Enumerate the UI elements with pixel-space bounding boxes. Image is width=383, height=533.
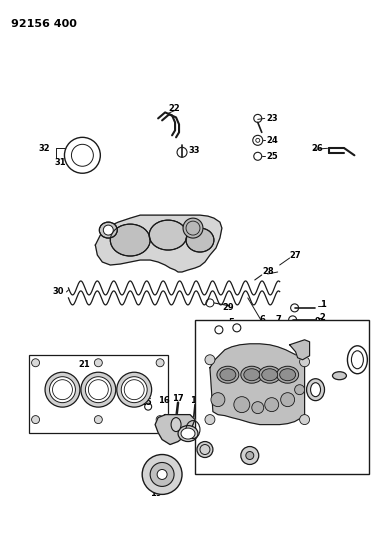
Circle shape [157, 470, 167, 480]
Text: 25: 25 [267, 152, 278, 161]
Text: 32: 32 [39, 144, 50, 153]
Circle shape [252, 402, 264, 414]
Ellipse shape [220, 369, 236, 381]
Text: 3: 3 [198, 370, 204, 379]
Text: 16: 16 [158, 396, 170, 405]
Text: 2: 2 [319, 313, 326, 322]
Ellipse shape [45, 372, 80, 407]
Ellipse shape [332, 372, 347, 379]
Polygon shape [95, 215, 222, 272]
Polygon shape [155, 415, 195, 445]
Circle shape [234, 397, 250, 413]
Ellipse shape [311, 383, 321, 397]
Circle shape [246, 451, 254, 459]
Circle shape [241, 447, 259, 464]
Text: 27: 27 [290, 251, 301, 260]
Text: 7: 7 [276, 316, 282, 325]
Ellipse shape [306, 379, 324, 401]
Ellipse shape [85, 377, 111, 402]
Circle shape [31, 359, 39, 367]
Text: 24: 24 [267, 136, 278, 145]
Circle shape [94, 416, 102, 424]
Circle shape [156, 416, 164, 424]
Ellipse shape [244, 369, 260, 381]
Circle shape [300, 415, 309, 425]
Circle shape [103, 225, 113, 235]
Text: 23: 23 [267, 114, 278, 123]
Text: 15: 15 [140, 398, 152, 407]
Ellipse shape [149, 220, 187, 250]
Circle shape [215, 326, 223, 334]
Polygon shape [210, 344, 304, 425]
Ellipse shape [280, 369, 296, 381]
Text: 9: 9 [314, 317, 320, 326]
Text: 28: 28 [263, 268, 274, 277]
Ellipse shape [262, 369, 278, 381]
Text: 4: 4 [210, 320, 216, 329]
Text: 31: 31 [54, 158, 66, 167]
Bar [29, 355, 168, 433]
Polygon shape [290, 340, 309, 360]
Circle shape [281, 393, 295, 407]
Text: 12: 12 [318, 430, 329, 439]
Circle shape [300, 357, 309, 367]
Text: 92156 400: 92156 400 [11, 19, 77, 29]
Circle shape [197, 441, 213, 457]
Text: 18: 18 [190, 396, 201, 405]
Ellipse shape [171, 417, 181, 432]
Text: 1: 1 [319, 301, 326, 309]
Text: 29: 29 [222, 303, 234, 312]
Ellipse shape [277, 366, 299, 383]
Ellipse shape [110, 224, 150, 256]
Text: 10: 10 [318, 410, 329, 419]
Circle shape [94, 359, 102, 367]
Ellipse shape [186, 228, 214, 252]
Ellipse shape [181, 428, 195, 439]
Circle shape [142, 455, 182, 495]
Ellipse shape [178, 425, 198, 441]
Text: 30: 30 [52, 287, 64, 296]
Text: 33: 33 [188, 146, 200, 155]
Circle shape [211, 393, 225, 407]
Text: 26: 26 [311, 144, 323, 153]
Circle shape [150, 463, 174, 487]
Circle shape [31, 416, 39, 424]
Text: 19: 19 [150, 489, 162, 498]
Circle shape [156, 359, 164, 367]
Text: 20: 20 [354, 333, 366, 342]
Text: 8: 8 [294, 333, 300, 342]
Text: 17: 17 [172, 394, 184, 403]
Ellipse shape [241, 366, 263, 383]
Text: 14: 14 [247, 463, 259, 472]
Text: 6: 6 [260, 316, 266, 325]
Bar [195, 320, 369, 474]
Text: 13: 13 [198, 457, 210, 466]
Ellipse shape [99, 222, 117, 238]
Circle shape [265, 398, 279, 411]
Ellipse shape [121, 377, 147, 402]
Text: 22: 22 [168, 104, 180, 113]
Text: 5: 5 [228, 318, 234, 327]
Ellipse shape [117, 372, 152, 407]
Circle shape [205, 415, 215, 425]
Circle shape [183, 218, 203, 238]
Circle shape [295, 385, 304, 394]
Text: 21: 21 [79, 360, 90, 369]
Ellipse shape [259, 366, 281, 383]
Ellipse shape [49, 377, 75, 402]
Ellipse shape [217, 366, 239, 383]
Text: 11: 11 [344, 413, 356, 422]
Circle shape [205, 355, 215, 365]
Ellipse shape [81, 372, 116, 407]
